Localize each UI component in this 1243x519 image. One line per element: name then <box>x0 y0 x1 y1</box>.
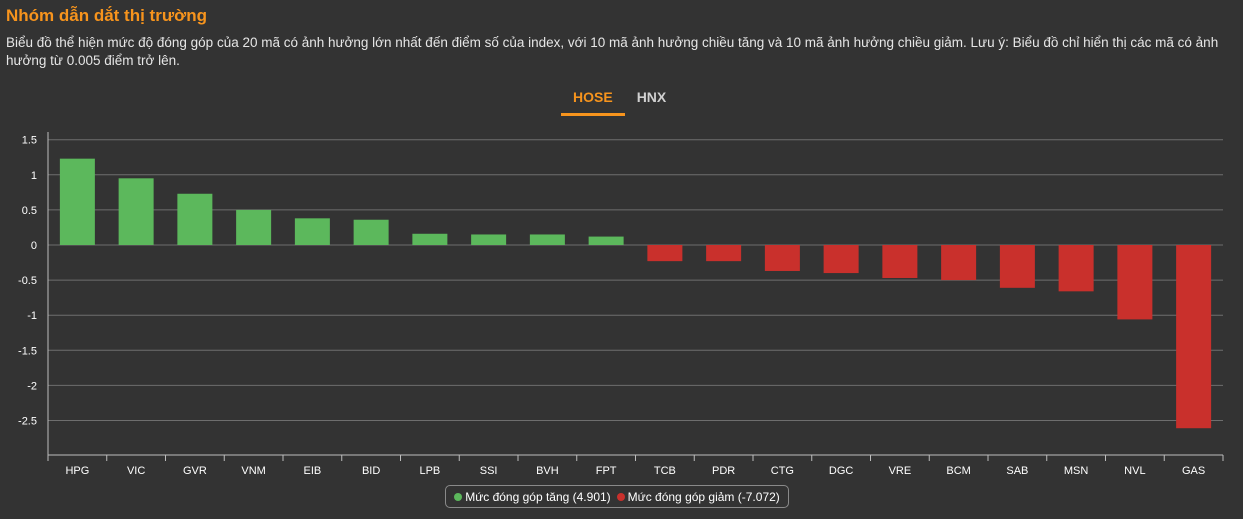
bar-nvl <box>1117 245 1153 320</box>
exchange-tabs: HOSE HNX <box>561 86 678 116</box>
tab-hnx[interactable]: HNX <box>636 89 667 105</box>
y-tick-label: 0.5 <box>22 205 37 217</box>
y-tick-label: 0 <box>31 240 37 252</box>
x-tick-label: LPB <box>419 465 440 477</box>
x-tick-label: BVH <box>536 465 559 477</box>
x-tick-label: BID <box>362 465 380 477</box>
bar-gvr <box>177 193 213 245</box>
bar-vre <box>882 245 918 278</box>
x-tick-label: NVL <box>1124 465 1145 477</box>
x-tick-label: DGC <box>829 465 854 477</box>
x-tick-label: TCB <box>654 465 676 477</box>
x-tick-label: BCM <box>946 465 970 477</box>
y-tick-label: -1.5 <box>18 345 37 357</box>
x-tick-label: VIC <box>127 465 145 477</box>
chart-legend: Mức đóng góp tăng (4.901) Mức đóng góp g… <box>445 485 789 508</box>
legend-dot-decrease <box>616 492 625 501</box>
bar-vnm <box>236 209 272 245</box>
bar-dgc <box>823 245 859 274</box>
bar-lpb <box>412 233 448 245</box>
x-tick-label: MSN <box>1064 465 1089 477</box>
legend-item-decrease[interactable]: Mức đóng góp giảm (-7.072) <box>616 489 780 504</box>
y-tick-label: 1.5 <box>22 135 37 147</box>
bar-gas <box>1176 245 1212 429</box>
bar-msn <box>1058 245 1094 292</box>
legend-item-increase[interactable]: Mức đóng góp tăng (4.901) <box>454 489 611 504</box>
x-tick-label: HPG <box>65 465 89 477</box>
bar-bvh <box>529 234 565 245</box>
x-tick-label: SAB <box>1006 465 1028 477</box>
legend-label-increase: Mức đóng góp tăng (4.901) <box>465 489 611 504</box>
x-tick-label: CTG <box>771 465 794 477</box>
y-tick-label: -2.5 <box>18 416 37 428</box>
bar-hpg <box>59 158 95 245</box>
bar-bid <box>353 219 389 245</box>
y-tick-label: 1 <box>31 170 37 182</box>
bar-fpt <box>588 236 624 245</box>
x-tick-label: GAS <box>1182 465 1205 477</box>
page-title: Nhóm dẫn dắt thị trường <box>6 6 207 25</box>
x-tick-label: VNM <box>241 465 265 477</box>
bar-ctg <box>764 245 800 271</box>
chart-description: Biểu đồ thể hiện mức độ đóng góp của 20 … <box>6 35 1219 68</box>
bar-bcm <box>941 245 977 281</box>
tab-hose[interactable]: HOSE <box>561 86 625 116</box>
legend-label-decrease: Mức đóng góp giảm (-7.072) <box>627 489 780 504</box>
bar-tcb <box>647 245 683 262</box>
y-tick-label: -0.5 <box>18 275 37 287</box>
x-tick-label: EIB <box>304 465 322 477</box>
x-tick-label: PDR <box>712 465 735 477</box>
x-tick-label: GVR <box>183 465 207 477</box>
bar-pdr <box>706 245 742 262</box>
bar-vic <box>118 178 154 245</box>
bar-sab <box>999 245 1035 288</box>
x-tick-label: FPT <box>596 465 617 477</box>
legend-dot-increase <box>454 492 463 501</box>
x-tick-label: SSI <box>480 465 498 477</box>
bar-eib <box>294 218 330 245</box>
y-tick-label: -1 <box>27 310 37 322</box>
x-tick-label: VRE <box>889 465 912 477</box>
bar-chart: 1.5 1 0.5 0 -0.5 -1 -1.5 -2 -2.5 HPG VIC GVR VNM EIB B… <box>18 132 1224 477</box>
bar-ssi <box>471 234 507 245</box>
y-tick-label: -2 <box>27 380 37 392</box>
